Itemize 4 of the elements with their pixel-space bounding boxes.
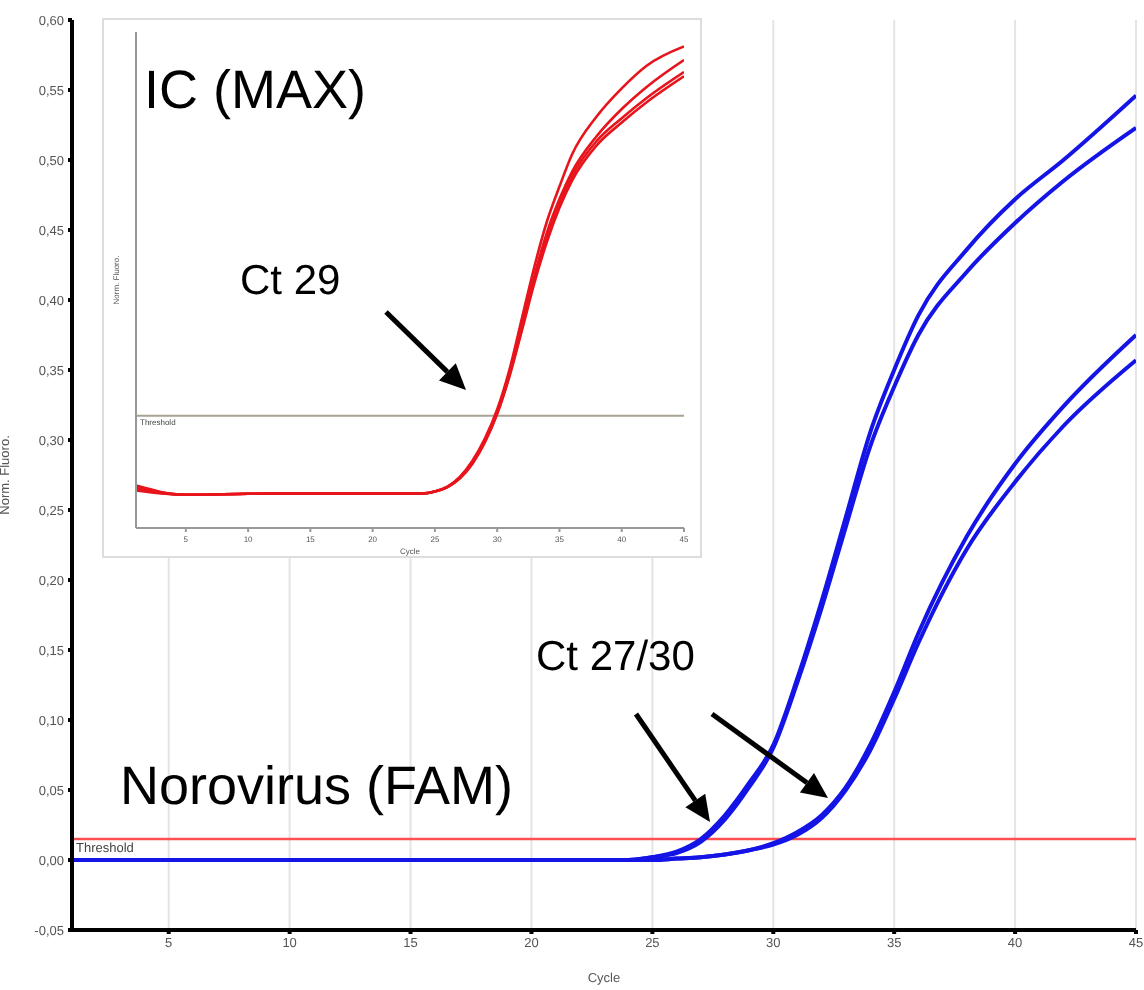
annotation: Ct 29 — [240, 258, 341, 304]
annotation: Norovirus (FAM) — [120, 756, 514, 816]
annotation: IC (MAX) — [144, 60, 366, 120]
annotation: Ct 27/30 — [536, 634, 695, 680]
